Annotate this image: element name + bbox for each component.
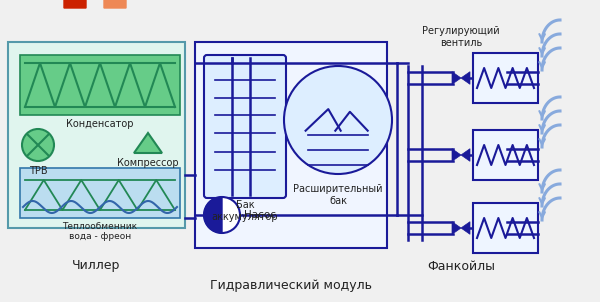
Bar: [8, 42, 185, 228]
Wedge shape: [204, 197, 222, 233]
Text: Фанкойлы: Фанкойлы: [427, 260, 495, 273]
Circle shape: [22, 129, 54, 161]
Text: ТРВ: ТРВ: [29, 166, 47, 176]
Bar: [473, 53, 538, 103]
FancyArrow shape: [60, 0, 90, 8]
Text: Компрессор: Компрессор: [117, 158, 179, 168]
Text: Расширительный
бак: Расширительный бак: [293, 184, 383, 206]
Bar: [195, 42, 387, 248]
Polygon shape: [452, 72, 461, 84]
Polygon shape: [461, 72, 470, 84]
FancyArrow shape: [100, 0, 130, 8]
Bar: [473, 203, 538, 253]
Polygon shape: [452, 149, 461, 161]
Polygon shape: [134, 133, 162, 153]
Text: Бак
аккумулятор: Бак аккумулятор: [212, 200, 278, 222]
Text: Чиллер: Чиллер: [73, 259, 121, 272]
Bar: [473, 130, 538, 180]
FancyBboxPatch shape: [204, 55, 286, 198]
Polygon shape: [461, 222, 470, 234]
Text: Гидравлический модуль: Гидравлический модуль: [210, 279, 372, 293]
Bar: [20, 55, 180, 115]
Text: Конденсатор: Конденсатор: [66, 119, 134, 129]
Text: Насос: Насос: [244, 210, 276, 220]
Circle shape: [284, 66, 392, 174]
Text: Теплообменник
вода - фреон: Теплообменник вода - фреон: [62, 222, 137, 241]
Polygon shape: [452, 222, 461, 234]
Bar: [20, 168, 180, 218]
Polygon shape: [461, 149, 470, 161]
Text: Регулирующий
вентиль: Регулирующий вентиль: [422, 26, 500, 48]
Circle shape: [204, 197, 240, 233]
